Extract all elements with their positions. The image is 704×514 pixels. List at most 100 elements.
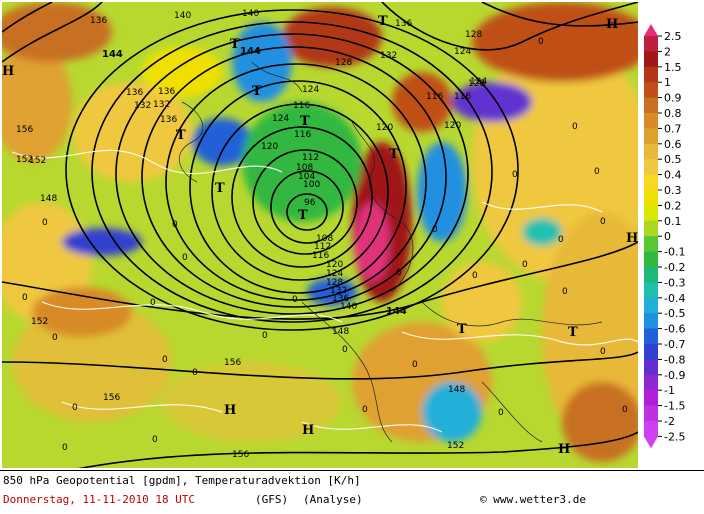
contour-label: 120 (444, 121, 461, 131)
contour-label: 108 (316, 234, 333, 244)
zero-label: 0 (150, 298, 156, 308)
copyright-text: www.wetter3.de (493, 493, 586, 506)
contour-label: 148 (448, 385, 465, 395)
contour-label-layer: 136 140 144 140 136 132 128 124 136 144 … (16, 9, 487, 460)
legend-label: 0.3 (664, 184, 682, 197)
contour-label: 116 (426, 92, 443, 102)
zero-label: 0 (152, 435, 158, 445)
zero-label: 0 (342, 345, 348, 355)
legend-swatch (644, 159, 658, 176)
zero-label: 0 (192, 368, 198, 378)
contour-label: 152 (29, 156, 46, 166)
legend-label: -2 (664, 415, 675, 428)
legend-label: 0.9 (664, 92, 682, 105)
contour-label: 132 (153, 100, 170, 110)
zero-label: 0 (182, 253, 188, 263)
legend-label: -0.6 (664, 323, 685, 336)
low-symbol: T (176, 128, 186, 143)
legend-label: -0.1 (664, 246, 685, 259)
contour-label: 128 (335, 58, 352, 68)
contour-label: 136 (126, 88, 143, 98)
contour-label: 156 (224, 358, 241, 368)
legend-swatch (644, 344, 658, 360)
pressure-symbol-layer: T T T T T T T T T T H H H H H H (2, 14, 638, 457)
contour-label: 124 (272, 114, 289, 124)
contour-label: 124 (326, 269, 343, 279)
legend-swatch (644, 297, 658, 314)
legend-label: 1.5 (664, 61, 682, 74)
zero-label: 0 (292, 295, 298, 305)
legend-label: 0.2 (664, 199, 682, 212)
legend-label: 0.7 (664, 122, 682, 135)
contour-label: 156 (16, 125, 33, 135)
analysis-label: (Analyse) (303, 493, 363, 506)
copyright-link[interactable]: © www.wetter3.de (480, 493, 586, 506)
high-symbol: H (2, 64, 14, 79)
legend-swatch (644, 313, 658, 330)
contour-label: 96 (304, 198, 316, 208)
low-symbol: T (252, 84, 262, 99)
legend-swatch (644, 359, 658, 376)
legend-swatch (644, 251, 658, 268)
legend-swatch (644, 97, 658, 114)
legend-swatch (644, 390, 658, 407)
legend-label: 0 (664, 230, 671, 243)
contour-label: 132 (380, 51, 397, 61)
zero-label: 0 (538, 37, 544, 47)
high-symbol: H (558, 442, 570, 457)
legend-swatch (644, 82, 658, 99)
contour-label: 120 (376, 123, 393, 133)
zero-label: 0 (52, 333, 58, 343)
low-symbol: T (389, 147, 399, 162)
low-symbol: T (298, 208, 308, 223)
zero-label: 0 (262, 331, 268, 341)
legend-label: -0.7 (664, 338, 685, 351)
legend-bottom-arrow (644, 436, 658, 449)
zero-label: 0 (412, 360, 418, 370)
legend-label: -0.4 (664, 292, 685, 305)
high-symbol: H (626, 231, 638, 246)
legend-swatch (644, 405, 658, 422)
contour-label: 116 (294, 130, 311, 140)
legend-label: -1 (664, 384, 675, 397)
contour-label: 128 (465, 30, 482, 40)
contour-label: 112 (302, 153, 319, 163)
contour-label: 148 (40, 194, 57, 204)
zero-label: 0 (162, 355, 168, 365)
contour-label: 156 (232, 450, 249, 460)
weather-map: 136 140 144 140 136 132 128 124 136 144 … (2, 2, 638, 468)
legend-label: -0.8 (664, 353, 685, 366)
contour-label: 136 (395, 19, 412, 29)
contour-label: 144 (102, 49, 123, 60)
legend-swatch (644, 66, 658, 83)
legend-labels: 2.5 2 1.5 1 0.9 0.8 0.7 0.6 0.5 0.4 0.3 0.2 0.1 0 -0.1… (658, 30, 685, 443)
zero-label-layer: 0 0 0 0 0 0 0 0 0 0 0 0 0 0 0 0 0 0 0 0 … (22, 37, 628, 453)
contour-label: 140 (242, 9, 259, 19)
legend-bars (644, 24, 658, 449)
zero-label: 0 (600, 217, 606, 227)
zero-label: 0 (600, 347, 606, 357)
legend-label: -0.2 (664, 261, 685, 274)
contour-label: 148 (332, 327, 349, 337)
contour-label: 116 (454, 92, 471, 102)
contour-label: 120 (326, 260, 343, 270)
low-symbol: T (230, 37, 240, 52)
contour-label: 132 (134, 101, 151, 111)
contour-label: 124 (470, 77, 487, 87)
legend-label: 0.8 (664, 107, 682, 120)
legend-label: -0.9 (664, 369, 685, 382)
legend-swatch (644, 374, 658, 391)
legend-top-arrow (644, 24, 658, 36)
legend-swatch (644, 113, 658, 129)
geopotential-contours (2, 2, 638, 468)
zero-label: 0 (62, 443, 68, 453)
contour-label: 100 (303, 180, 320, 190)
contour-label: 144 (240, 46, 261, 57)
legend-swatch (644, 36, 658, 52)
zero-label: 0 (362, 405, 368, 415)
legend-label: 0.1 (664, 215, 682, 228)
contour-label: 136 (90, 16, 107, 26)
contour-label: 116 (312, 251, 329, 261)
contour-label: 144 (386, 306, 407, 317)
